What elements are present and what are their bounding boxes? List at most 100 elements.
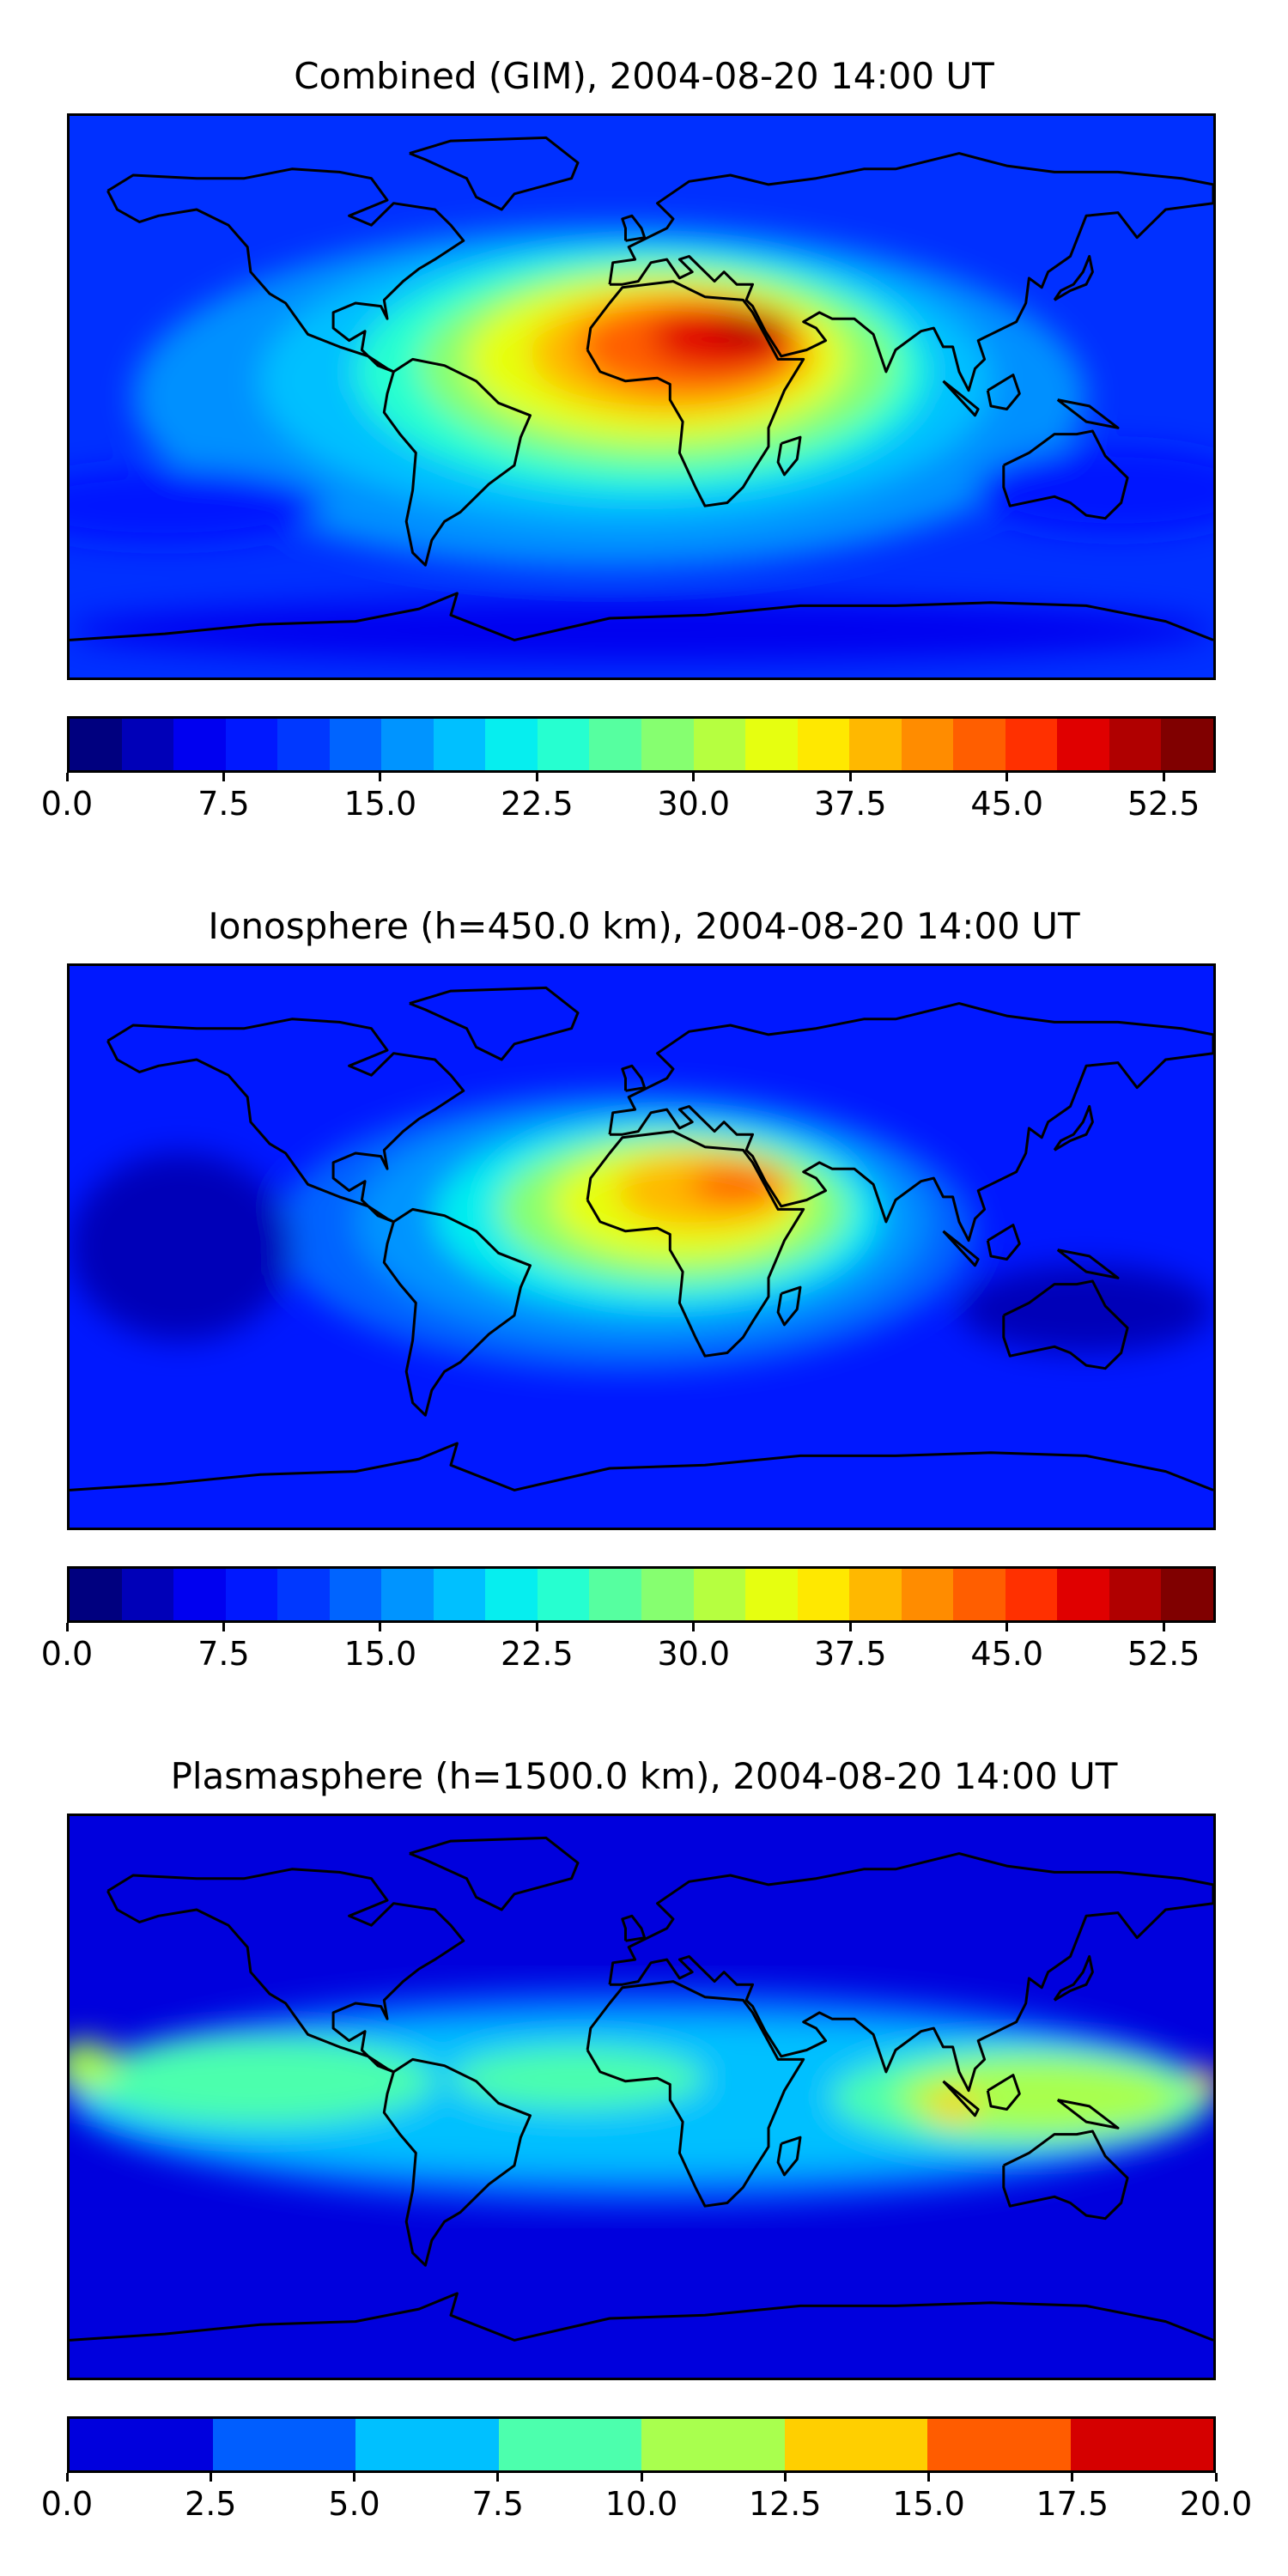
colorbar-tick-label: 7.5: [197, 1635, 250, 1673]
map-ionosphere: [67, 963, 1216, 1530]
tec-contour: [959, 1265, 1213, 1353]
coastline: [621, 1914, 647, 1942]
map-canvas: [70, 966, 1213, 1528]
tec-field: [70, 1091, 1213, 1372]
coastline: [1002, 2129, 1129, 2221]
colorbar-segment: [329, 719, 382, 770]
map-canvas: [70, 116, 1213, 677]
coastline: [106, 167, 465, 374]
colorbar-tick-label: 30.0: [657, 1635, 731, 1673]
tec-contour: [70, 2040, 118, 2091]
colorbar-segment: [381, 719, 434, 770]
colorbar-segment: [1057, 719, 1109, 770]
colorbar-tick-label: 15.0: [343, 1635, 417, 1673]
colorbar-segment: [1109, 1569, 1162, 1620]
coastline: [382, 2057, 532, 2267]
colorbar-segment: [797, 719, 850, 770]
coastline: [776, 435, 802, 477]
colorbar-segment: [537, 719, 590, 770]
colorbar-segment: [121, 1569, 174, 1620]
coastline: [1053, 255, 1094, 301]
coastline: [621, 1064, 647, 1092]
coastline: [70, 1442, 1213, 1492]
coastline: [106, 1018, 465, 1224]
colorbar-segment: [784, 2419, 927, 2470]
colorbar-tick-label: 22.5: [501, 1635, 574, 1673]
colorbar-segment: [1109, 719, 1162, 770]
colorbar-segment: [277, 719, 330, 770]
colorbar-tick-label: 52.5: [1127, 1635, 1200, 1673]
coastline: [621, 214, 647, 242]
colorbar-ticks-plasmasphere: 0.0 2.5 5.0 7.5 10.0 12.5 15.0 17.5 20.0: [41, 2473, 1252, 2524]
coastline: [986, 374, 1021, 410]
colorbar-segment: [537, 1569, 590, 1620]
colorbar-tick-label: 5.0: [328, 2485, 380, 2523]
colorbar-tick-label: 0.0: [40, 2485, 94, 2523]
colorbar-tick-label: 22.5: [501, 785, 574, 823]
colorbar-segment: [901, 1569, 954, 1620]
coastline: [776, 1285, 802, 1327]
coastline: [986, 1224, 1021, 1261]
colorbar-tick-label: 15.0: [892, 2485, 965, 2523]
colorbar-segment: [953, 1569, 1005, 1620]
colorbar-segment: [173, 719, 226, 770]
colorbar-segment: [329, 1569, 382, 1620]
coastline: [1053, 1955, 1094, 2002]
coastline: [382, 357, 532, 567]
tec-field: [70, 1987, 1213, 2207]
coastline: [942, 2080, 980, 2117]
colorbar-tick-label: 10.0: [605, 2485, 678, 2523]
colorbar-segment: [485, 1569, 538, 1620]
coastline: [70, 2292, 1213, 2342]
tec-contour: [451, 2046, 705, 2110]
colorbar-segment: [849, 1569, 902, 1620]
colorbar-segment: [173, 1569, 226, 1620]
panel-title-plasmasphere: Plasmasphere (h=1500.0 km), 2004-08-20 1…: [170, 1755, 1118, 1797]
coastline: [409, 136, 580, 211]
coastlines: [70, 136, 1213, 641]
coastline: [106, 1868, 465, 2074]
colorbar-segment: [1057, 1569, 1109, 1620]
coastline: [586, 1980, 805, 2208]
colorbar-tick-label: 0.0: [40, 1635, 94, 1673]
coastline: [586, 1130, 805, 1358]
colorbar-tick-label: 7.5: [197, 785, 250, 823]
coastline: [1056, 2099, 1120, 2129]
colorbar-combined: [67, 716, 1216, 773]
colorbar-segment: [1161, 719, 1214, 770]
colorbar-segment: [953, 719, 1005, 770]
colorbar-segment: [693, 1569, 746, 1620]
colorbar-segment: [589, 1569, 642, 1620]
colorbar-segment: [1005, 719, 1058, 770]
colorbar-tick-label: 30.0: [657, 785, 731, 823]
colorbar-segment: [1161, 1569, 1214, 1620]
coastline: [1002, 429, 1129, 520]
coastline: [986, 2074, 1021, 2111]
coastline: [942, 380, 980, 417]
colorbar-segment: [927, 2419, 1071, 2470]
colorbar-segment: [433, 719, 486, 770]
map-plasmasphere: [67, 1814, 1216, 2380]
coastlines: [70, 986, 1213, 1492]
coastline: [1053, 1105, 1094, 1151]
colorbar-segment: [70, 2419, 213, 2470]
colorbar-segment: [225, 719, 278, 770]
colorbar-segment: [797, 1569, 850, 1620]
coastline: [776, 2136, 802, 2177]
coastline: [608, 152, 1213, 392]
coastline: [1002, 1279, 1129, 1370]
colorbar-segment: [849, 719, 902, 770]
colorbar-tick-label: 45.0: [970, 1635, 1044, 1673]
colorbar-tick-label: 17.5: [1036, 2485, 1109, 2523]
colorbar-segment: [1005, 1569, 1058, 1620]
coastline: [1056, 1249, 1120, 1279]
coastline: [70, 592, 1213, 641]
coastline: [409, 986, 580, 1061]
coastline: [1056, 398, 1120, 429]
colorbar-segment: [745, 719, 798, 770]
coastline: [382, 1207, 532, 1417]
tec-field: [70, 225, 1213, 662]
tec-contour: [1191, 2069, 1213, 2094]
colorbar-segment: [901, 719, 954, 770]
